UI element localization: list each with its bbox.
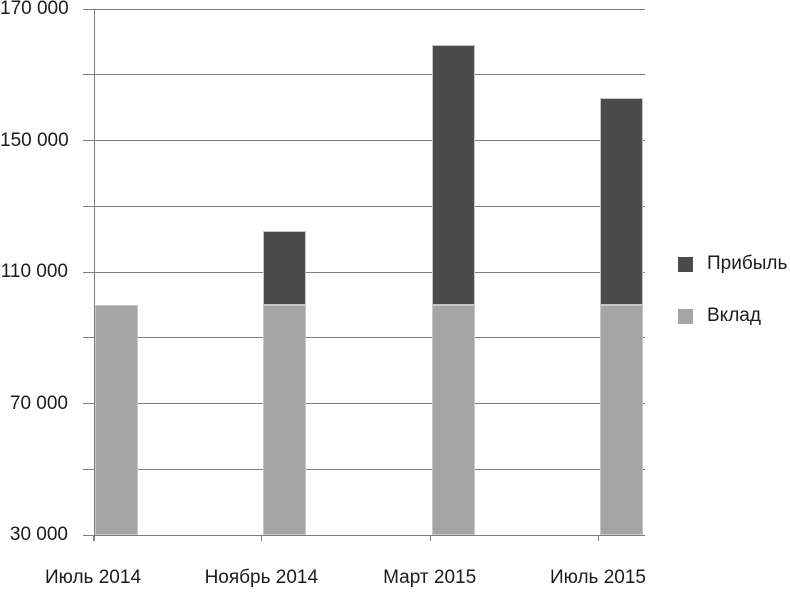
grid-line	[83, 271, 645, 273]
y-axis-tick-label: 30 000	[9, 524, 68, 545]
legend-item: Вклад	[678, 301, 787, 331]
legend-swatch	[678, 256, 693, 272]
bar-segment-deposit	[263, 304, 307, 535]
bar-segment-profit	[431, 45, 475, 305]
x-axis-category-label: Июль 2015	[549, 567, 646, 588]
y-axis-line	[94, 9, 95, 541]
y-axis-tick-label: 170 000	[0, 0, 69, 19]
bar-segment-profit	[599, 97, 643, 305]
bar-segment-profit	[263, 230, 307, 305]
bar-segment-deposit	[95, 304, 138, 535]
x-axis-tick	[93, 535, 94, 541]
grid-line	[83, 403, 645, 404]
legend-item: Прибыль	[678, 249, 787, 279]
grid-line	[83, 74, 645, 76]
x-axis-category-label: Июль 2014	[44, 567, 142, 588]
x-axis-tick	[261, 535, 263, 541]
grid-line	[83, 468, 645, 470]
bar-segment-deposit	[599, 304, 643, 535]
bar-segment-deposit	[431, 304, 475, 535]
x-axis-tick	[429, 535, 431, 541]
legend-swatch	[678, 308, 693, 324]
y-axis-tick-label: 110 000	[0, 261, 68, 282]
x-axis-category-label: Март 2015	[383, 567, 477, 588]
grid-line	[83, 140, 645, 141]
grid-line	[83, 337, 645, 339]
legend-label: Прибыль	[707, 253, 788, 274]
y-axis-tick-label: 70 000	[9, 392, 68, 414]
grid-line	[83, 205, 645, 207]
y-axis-tick-label: 150 000	[0, 129, 69, 151]
grid-line	[83, 534, 645, 536]
x-axis-category-label: Ноябрь 2014	[204, 567, 319, 588]
grid-line	[83, 8, 645, 10]
x-axis-tick	[597, 535, 599, 541]
legend-label: Вклад	[707, 305, 761, 326]
legend: Прибыль Вклад	[678, 249, 787, 331]
